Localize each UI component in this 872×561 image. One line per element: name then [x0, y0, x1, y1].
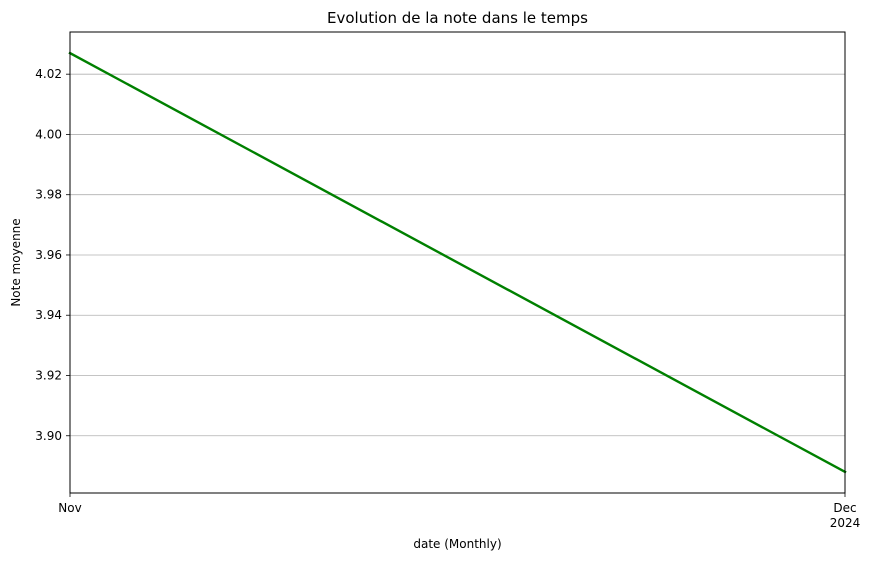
- y-tick-label: 3.96: [35, 248, 62, 262]
- y-tick-label: 3.92: [35, 368, 62, 382]
- x-tick-label: Dec: [833, 501, 856, 515]
- y-tick-label: 4.00: [35, 127, 62, 141]
- y-axis-label: Note moyenne: [9, 218, 23, 306]
- x-tick-year-label: 2024: [830, 516, 861, 530]
- chart-title: Evolution de la note dans le temps: [327, 9, 588, 27]
- x-tick-label: Nov: [58, 501, 81, 515]
- y-tick-label: 4.02: [35, 67, 62, 81]
- series-lines: [68, 51, 847, 474]
- y-axis-ticks: 3.90 3.92 3.94 3.96 3.98 4.00 4.02: [35, 67, 70, 443]
- y-grid-lines: [70, 73, 845, 437]
- y-tick-label: 3.94: [35, 308, 62, 322]
- plot-frame: [69, 31, 846, 494]
- y-tick-label: 3.98: [35, 188, 62, 202]
- y-tick-label: 3.90: [35, 429, 62, 443]
- x-axis-label: date (Monthly): [413, 537, 501, 551]
- series-line: [68, 51, 847, 474]
